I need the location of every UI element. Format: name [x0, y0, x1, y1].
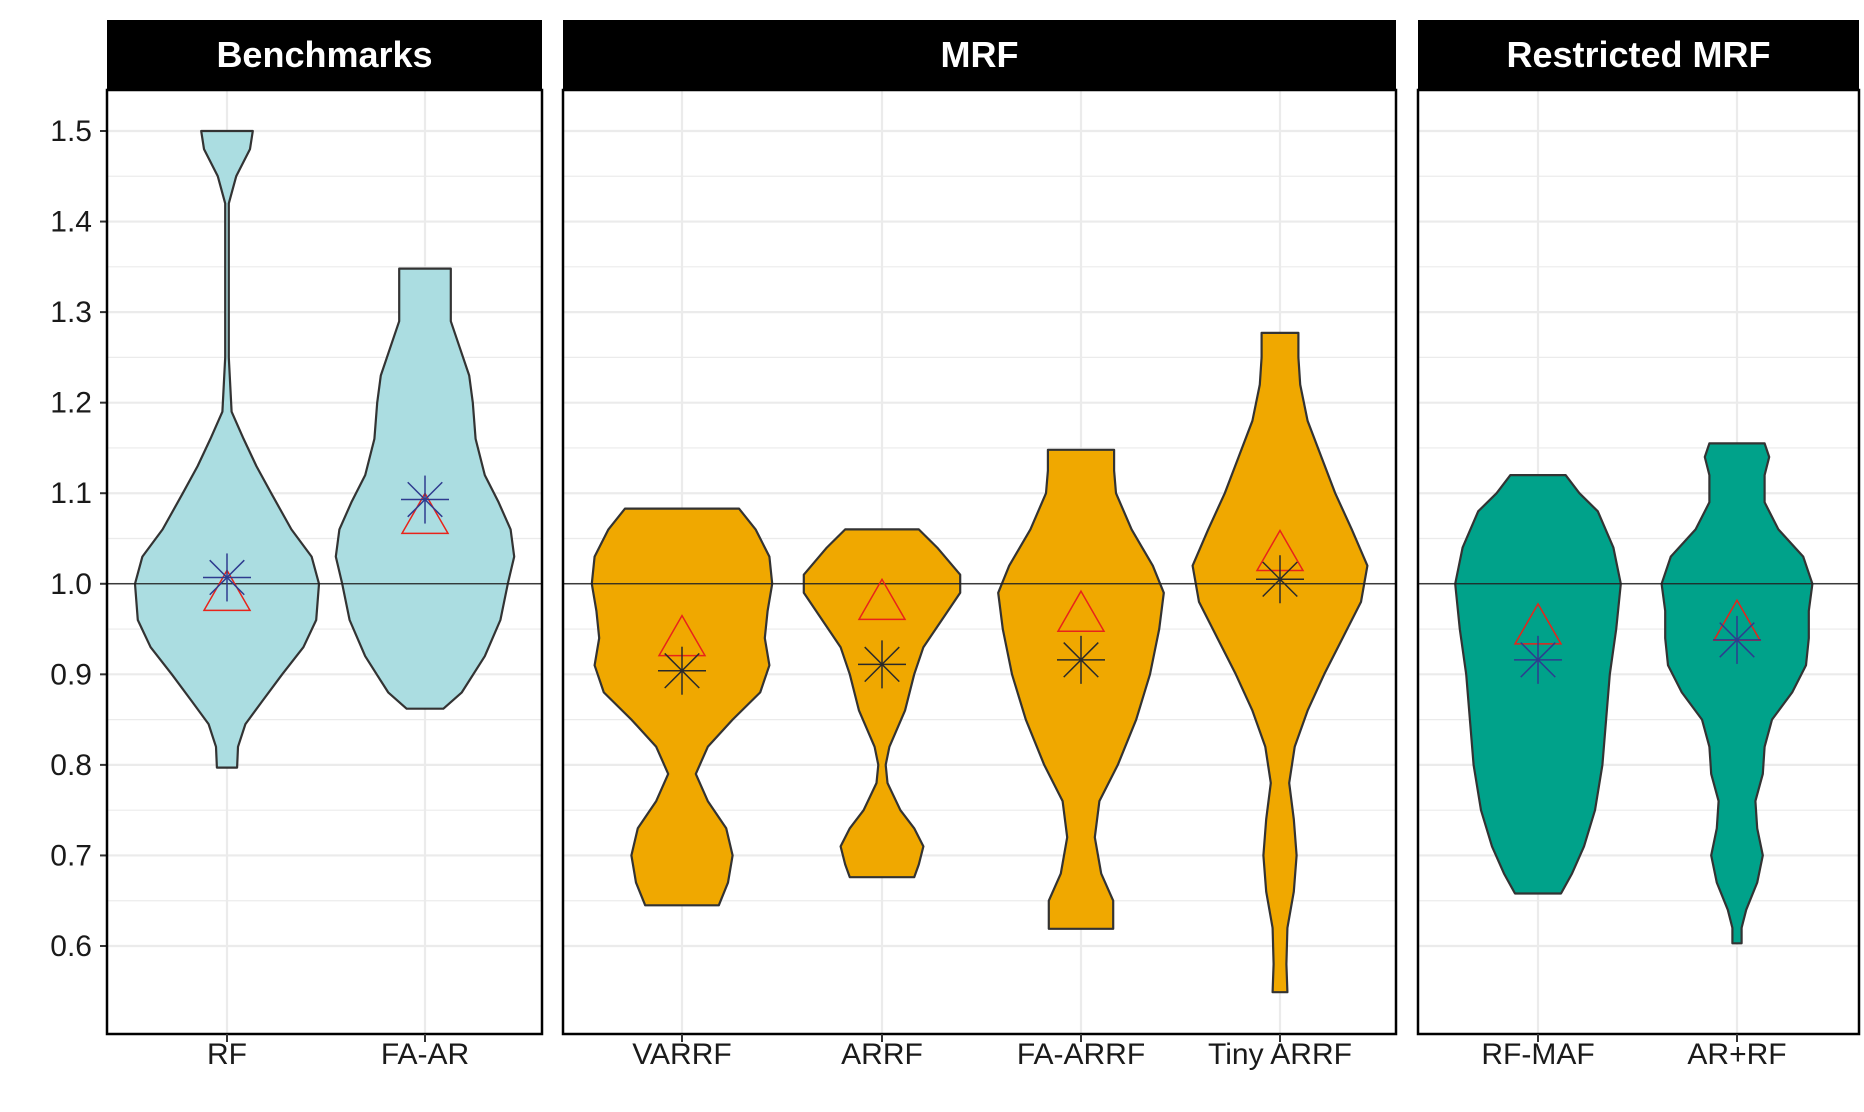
mean-marker [202, 568, 252, 612]
x-tick-label: VARRF [632, 1038, 731, 1071]
violin-arrf [802, 528, 962, 879]
y-tick-label: 1.4 [50, 206, 92, 239]
chart-panels: Benchmarks RF FA-AR MRF VARRF ARRF FA-ARRF Tiny… [105, 20, 1861, 1071]
y-tick-label: 0.8 [50, 749, 92, 782]
y-tick-label: 1.0 [50, 568, 92, 601]
y-tick-label: 0.6 [50, 930, 92, 963]
y-tick-label: 1.1 [50, 477, 92, 510]
y-axis: 0.6 0.7 0.8 0.9 1.0 1.1 1.2 1.3 1.4 1.5 [50, 115, 107, 963]
mean-marker [400, 491, 450, 535]
violin-varrf [590, 507, 774, 907]
median-marker [1256, 555, 1304, 604]
median-marker [858, 640, 906, 689]
panel-strip [107, 20, 542, 90]
violin-tiny-arrf [1191, 331, 1369, 994]
violin-fa-arrf [997, 448, 1165, 930]
x-tick-label: RF-MAF [1481, 1038, 1594, 1071]
x-tick-label: FA-ARRF [1017, 1038, 1145, 1071]
panel-title: Benchmarks [216, 34, 432, 75]
x-tick-label: AR+RF [1687, 1038, 1786, 1071]
panel-mrf: MRF VARRF ARRF FA-ARRF Tiny ARRF [561, 20, 1398, 1071]
y-tick-label: 1.2 [50, 387, 92, 420]
median-marker [658, 646, 706, 695]
violin-rf-maf [1454, 474, 1622, 895]
x-tick-label: Tiny ARRF [1208, 1038, 1352, 1071]
x-tick-label: RF [207, 1038, 247, 1071]
y-tick-label: 1.3 [50, 296, 92, 329]
median-marker [401, 475, 449, 524]
x-tick-label: FA-AR [381, 1038, 469, 1071]
x-tick-label: ARRF [841, 1038, 923, 1071]
y-tick-label: 0.9 [50, 658, 92, 691]
violin-rf [133, 129, 321, 769]
panel-benchmarks: Benchmarks RF FA-AR [105, 20, 544, 1071]
y-tick-label: 1.5 [50, 115, 92, 148]
panel-title: Restricted MRF [1506, 34, 1770, 75]
panel-strip [563, 20, 1396, 90]
violin-ar-rf [1660, 442, 1814, 945]
mean-marker [857, 577, 907, 621]
y-tick-label: 0.7 [50, 839, 92, 872]
panel-title: MRF [941, 34, 1019, 75]
panel-restricted-mrf: Restricted MRF RF-MAF AR+RF [1416, 20, 1861, 1071]
median-marker [203, 553, 251, 602]
panel-strip [1418, 20, 1859, 90]
median-marker [1057, 635, 1105, 684]
median-marker [1713, 615, 1761, 664]
mean-marker [1056, 589, 1106, 632]
median-marker [1514, 635, 1562, 684]
